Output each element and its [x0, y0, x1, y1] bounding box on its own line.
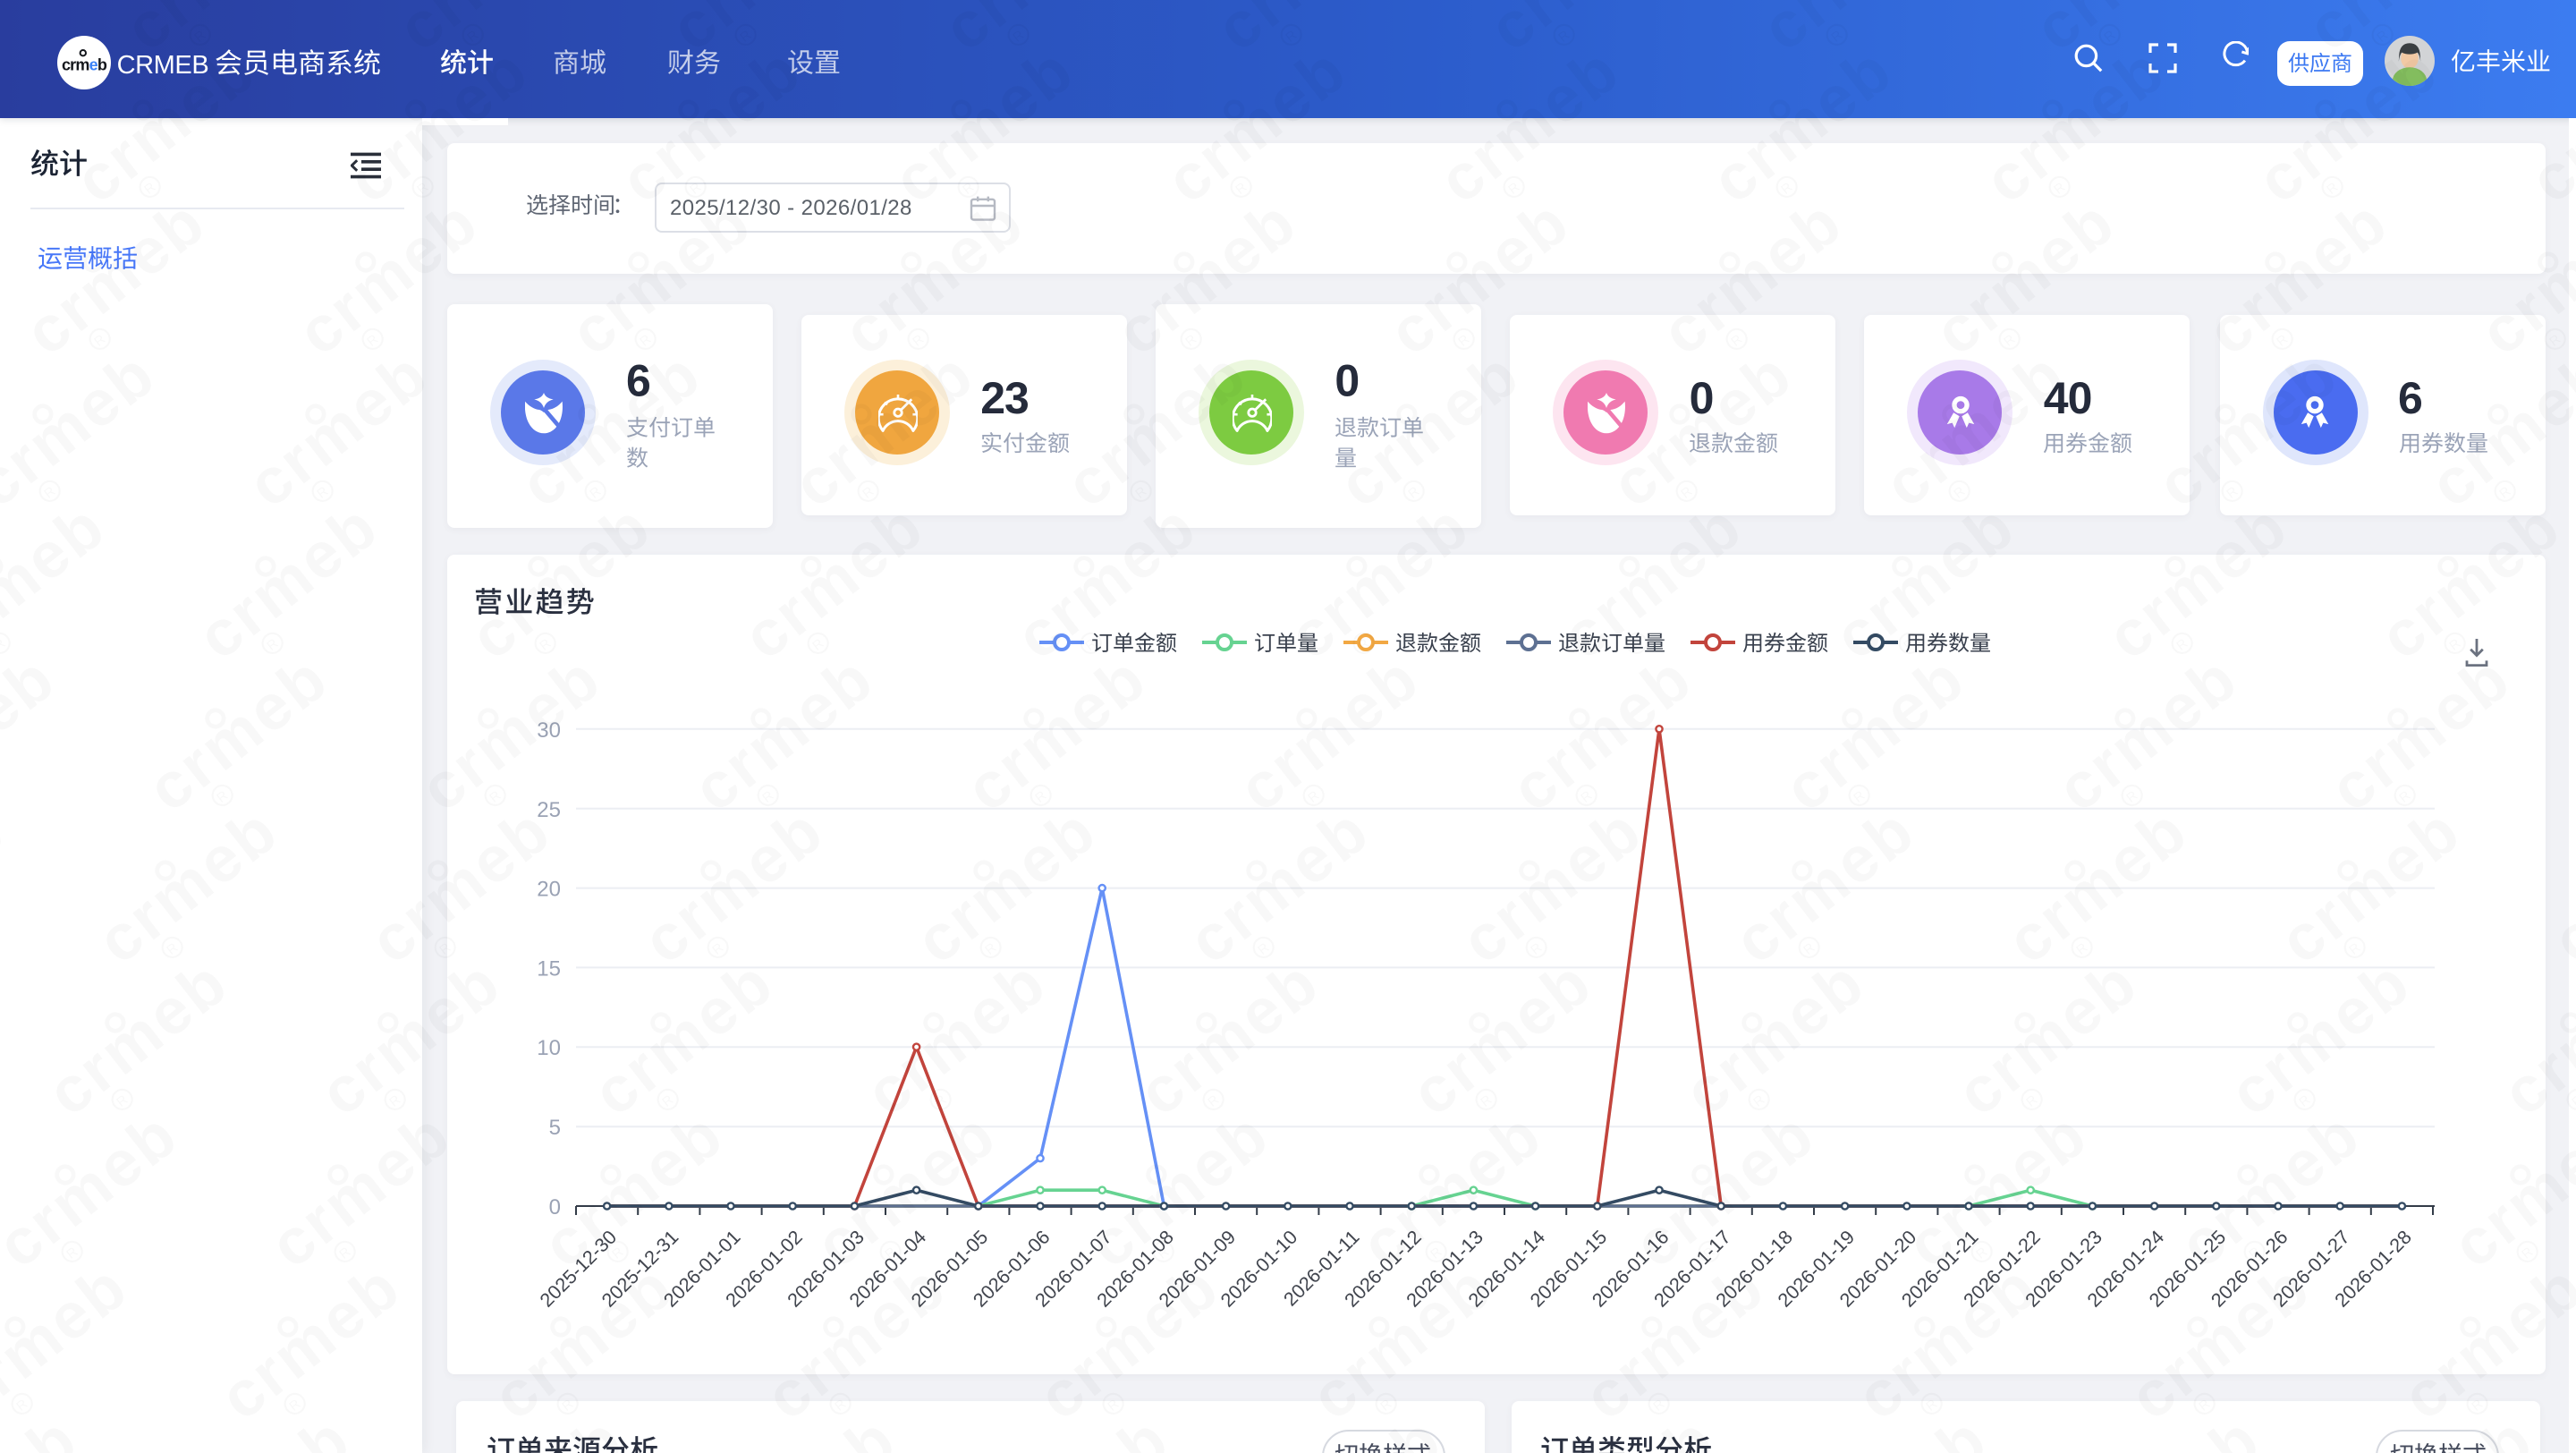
svg-text:30: 30 — [537, 718, 561, 743]
svg-text:20: 20 — [537, 878, 561, 902]
svg-text:10: 10 — [537, 1036, 561, 1060]
svg-text:15: 15 — [537, 956, 561, 981]
svg-text:0: 0 — [549, 1195, 561, 1219]
svg-text:crmeb: crmeb — [61, 56, 106, 74]
svg-text:5: 5 — [549, 1116, 561, 1140]
svg-text:25: 25 — [537, 798, 561, 822]
